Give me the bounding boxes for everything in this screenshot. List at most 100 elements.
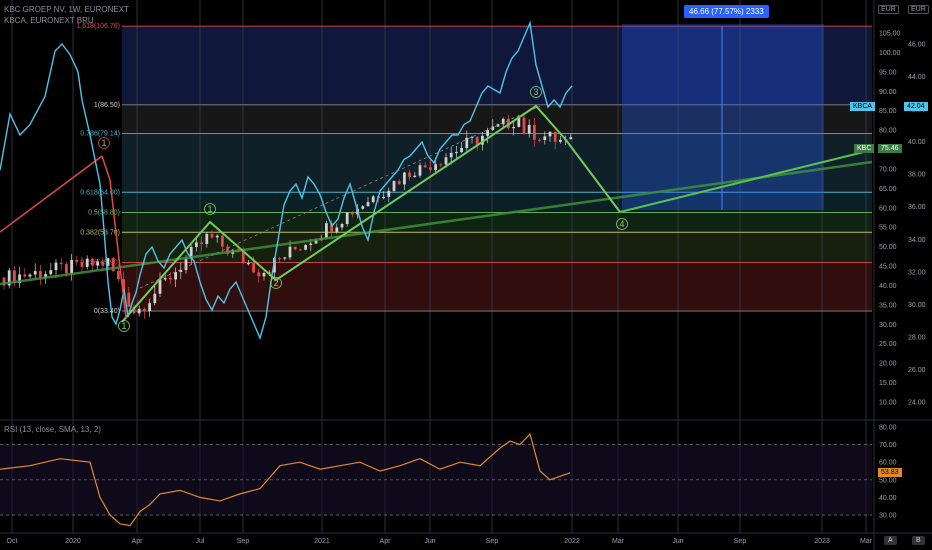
candle-body xyxy=(153,293,157,304)
rsi-panel-bg xyxy=(0,444,872,516)
kbca-tick: 40.00 xyxy=(908,139,926,146)
candle-body xyxy=(2,277,6,286)
candle-body xyxy=(345,212,349,225)
candle-body xyxy=(481,135,484,145)
trend-line-dashed xyxy=(139,105,541,289)
candle-body xyxy=(527,124,531,134)
fib-label: 1(86.50) xyxy=(94,102,120,109)
red-wave-path xyxy=(101,155,127,319)
candle-body xyxy=(18,274,21,284)
price-tick: 80.00 xyxy=(879,128,897,135)
price-tick: 100.00 xyxy=(879,50,901,57)
candle-body xyxy=(59,262,63,265)
wave-label: 2 xyxy=(273,278,278,288)
candle-body xyxy=(96,261,99,266)
candle-body xyxy=(325,223,328,238)
wave-marker xyxy=(270,277,282,289)
candle-body xyxy=(449,152,453,158)
time-tick: Mar xyxy=(612,538,625,545)
kbca-tick: 36.00 xyxy=(908,204,926,211)
candle-body xyxy=(423,165,427,168)
fib-label: 0.236(45.90) xyxy=(80,260,120,267)
candle-body xyxy=(33,271,37,275)
trend-line-forecast[interactable] xyxy=(619,149,873,213)
candle-body xyxy=(28,274,32,277)
time-axis: Oct 2020 Apr Jul Sep 2021 Apr Jun Sep 2022 Mar Jun S… xyxy=(7,538,873,545)
trend-line-long[interactable] xyxy=(0,160,873,286)
elliott-wave-path[interactable] xyxy=(121,104,621,323)
currency-right[interactable]: EUR xyxy=(908,5,929,14)
kbca-line xyxy=(0,20,573,341)
candle-body xyxy=(559,139,562,142)
price-tick: 90.00 xyxy=(879,89,897,96)
currency-left[interactable]: EUR xyxy=(878,5,899,14)
candle-body xyxy=(460,148,463,153)
candle-body xyxy=(314,240,318,244)
candle-body xyxy=(163,278,167,280)
wave-marker xyxy=(118,320,130,332)
price-tick: 55.00 xyxy=(879,225,897,232)
rsi-tick: 40.00 xyxy=(879,495,897,502)
candle-body xyxy=(252,263,255,273)
measure-box[interactable] xyxy=(622,24,824,210)
candle-body xyxy=(444,157,448,165)
wave-marker xyxy=(616,218,628,230)
compare-symbol: KBCA, EURONEXT BRU xyxy=(4,16,94,25)
candle-body xyxy=(54,262,58,271)
candle-body xyxy=(127,292,131,307)
candle-body xyxy=(434,164,437,170)
trend-line-red[interactable] xyxy=(0,155,103,233)
candle-body xyxy=(101,261,105,266)
price-tick: 15.00 xyxy=(879,380,897,387)
candle-body xyxy=(496,124,500,127)
kbca-tick: 32.00 xyxy=(908,269,926,276)
price-tick: 35.00 xyxy=(879,302,897,309)
candle-body xyxy=(283,257,287,259)
candle-body xyxy=(470,136,474,138)
candle-body xyxy=(533,124,536,140)
candle-body xyxy=(397,181,401,185)
kbca-tag: KBCA xyxy=(850,102,876,111)
candle-body xyxy=(215,235,219,238)
time-tick: 2020 xyxy=(65,538,81,545)
price-tick: 95.00 xyxy=(879,69,897,76)
candle-body xyxy=(65,264,68,274)
rsi-tick: 30.00 xyxy=(879,513,897,520)
candle-body xyxy=(361,206,365,209)
time-tick: Mar xyxy=(860,538,873,545)
candle-body xyxy=(293,246,297,250)
kbca-tick: 34.00 xyxy=(908,237,926,244)
candle-body xyxy=(288,246,292,258)
candle-body xyxy=(517,117,521,127)
time-tick: 2022 xyxy=(564,538,580,545)
candle-body xyxy=(137,308,141,314)
candle-body xyxy=(44,274,47,278)
time-tick: Sep xyxy=(734,538,747,545)
candle-body xyxy=(335,227,339,233)
wave-label: 3 xyxy=(533,87,538,97)
price-tick: 60.00 xyxy=(879,205,897,212)
candle-body xyxy=(75,259,79,262)
fib-zone xyxy=(122,133,872,193)
candle-body xyxy=(174,271,177,280)
btn-a[interactable]: A xyxy=(884,536,897,545)
rsi-value-tag: 53.83 xyxy=(878,468,902,477)
btn-b[interactable]: B xyxy=(912,536,925,545)
price-tick: 20.00 xyxy=(879,361,897,368)
candle-body xyxy=(330,223,333,233)
time-tick: Apr xyxy=(132,538,144,545)
candle-body xyxy=(351,212,354,215)
candle-body xyxy=(148,303,151,312)
candle-body xyxy=(548,131,552,137)
fib-label: 0.5(58.80) xyxy=(88,209,120,216)
candle-body xyxy=(241,251,245,264)
fib-zones xyxy=(122,26,872,312)
candle-body xyxy=(49,270,53,275)
candle-body xyxy=(501,118,505,125)
symbol-title: KBC GROEP NV, 1W, EURONEXT xyxy=(4,5,129,14)
candle-body xyxy=(200,242,203,244)
candle-body xyxy=(91,258,94,266)
svg-text:1: 1 xyxy=(207,204,212,214)
kbca-tick: 44.00 xyxy=(908,74,926,81)
